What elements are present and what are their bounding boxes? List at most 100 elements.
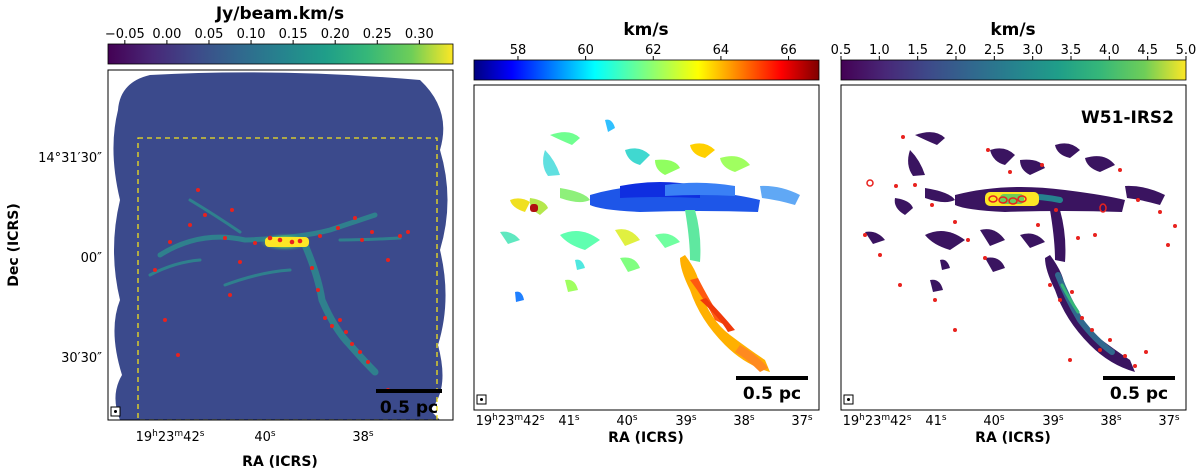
- blob: [620, 257, 640, 272]
- xtick-label: 37s: [1158, 413, 1180, 429]
- colorbar-tick-label: 0.05: [194, 27, 223, 42]
- blob: [550, 132, 580, 145]
- xtick-label: 40s: [254, 429, 276, 445]
- colorbar-middle: [473, 59, 820, 81]
- xtick-label: 19h23m42s: [843, 413, 912, 429]
- xtick-label: 41s: [925, 413, 947, 429]
- blob: [655, 233, 680, 248]
- panel-middle: km/s 58 60 62 64 66: [473, 20, 820, 446]
- colorbar-tick-label: 0.5: [831, 43, 852, 58]
- colorbar-tick-label: 1.5: [907, 43, 928, 58]
- scalebar-right: [1103, 376, 1175, 380]
- xtick-label: 41s: [558, 413, 580, 429]
- colorbar-tick-label: 2.0: [946, 43, 967, 58]
- colorbar-tick-label: 2.5: [984, 43, 1005, 58]
- colorbar-ticklabels-left: −0.05 0.00 0.05 0.10 0.15 0.20 0.25 0.30: [105, 27, 434, 44]
- blob: [565, 279, 578, 292]
- xtick-labels-middle: 19h23m42s 41s 40s 39s 38s 37s: [476, 413, 813, 429]
- blob: [543, 150, 560, 176]
- panel-left: Jy/beam.km/s −0.05 0.00 0.05 0.10 0.15 0.20 0.…: [6, 4, 454, 470]
- colorbar-tick-label: 60: [577, 43, 594, 58]
- xtick-label: 19h23m42s: [476, 413, 545, 429]
- cores-right-rings: [866, 179, 1107, 213]
- colorbar-label-right: km/s: [990, 20, 1035, 40]
- map-right: W51-IRS2 0.5 pc: [841, 85, 1186, 410]
- ytick-label: 14°31′30″: [38, 151, 102, 166]
- xtick-label: 38s: [733, 413, 755, 429]
- colorbar-tick-label: 4.5: [1137, 43, 1158, 58]
- blob: [655, 159, 680, 175]
- colorbar-tick-label: 58: [510, 43, 527, 58]
- axes-frame-middle: [473, 84, 820, 411]
- colorbar-tick-label: 0.25: [363, 27, 392, 42]
- ytick-labels-left: 14°31′30″ 00″ 30′30″: [38, 151, 102, 366]
- xtick-label: 39s: [1042, 413, 1064, 429]
- blob: [665, 182, 735, 196]
- ytick-label: 00″: [81, 251, 103, 266]
- blob: [615, 229, 640, 246]
- blob: [685, 210, 701, 262]
- colorbar-tick-label: −0.05: [105, 27, 145, 42]
- colorbar-tick-label: 64: [713, 43, 730, 58]
- xtick-label: 38s: [1100, 413, 1122, 429]
- ylabel-left: Dec (ICRS): [6, 203, 22, 286]
- ytick-label: 30′30″: [61, 351, 102, 366]
- blob: [735, 345, 768, 372]
- blob: [760, 185, 800, 205]
- xlabel-middle: RA (ICRS): [608, 430, 684, 446]
- colorbar-tick-label: 5.0: [1176, 43, 1197, 58]
- colorbar-left: [107, 43, 454, 65]
- colorbar-tick-label: 66: [780, 43, 797, 58]
- map-middle: 0.5 pc: [474, 85, 819, 410]
- blob: [560, 188, 590, 203]
- xtick-label: 37s: [791, 413, 813, 429]
- axes-frame-left: [107, 69, 454, 421]
- axes-frame-right: [840, 84, 1187, 411]
- xlabel-left: RA (ICRS): [242, 454, 318, 470]
- blob: [625, 148, 650, 165]
- blob: [605, 119, 615, 132]
- xlabel-right: RA (ICRS): [975, 430, 1051, 446]
- blob: [690, 143, 715, 158]
- colorbar-tick-label: 0.00: [152, 27, 181, 42]
- scalebar-middle: [736, 376, 808, 380]
- colorbar-tick-label: 3.0: [1022, 43, 1043, 58]
- blob: [575, 259, 585, 270]
- panel-right: km/s 0.5 1.0 1.5 2.0 2.5 3.0 3.5 4.0 4.5 5.0: [831, 20, 1197, 446]
- xtick-label: 40s: [616, 413, 638, 429]
- colorbar-label-middle: km/s: [623, 20, 668, 40]
- scalebar-label-right: 0.5 pc: [1110, 384, 1168, 404]
- colorbar-tick-label: 4.0: [1099, 43, 1120, 58]
- map-left: 0.5 pc: [108, 70, 453, 420]
- hub-core-left: [265, 237, 309, 247]
- blob: [515, 291, 524, 302]
- blob: [530, 204, 538, 212]
- blob: [510, 198, 530, 212]
- scalebar-label-middle: 0.5 pc: [743, 384, 801, 404]
- colorbar-label-left: Jy/beam.km/s: [215, 4, 344, 24]
- colorbar-tick-label: 3.5: [1061, 43, 1082, 58]
- cores-right: [863, 135, 1177, 368]
- xtick-label: 19h23m42s: [136, 429, 205, 445]
- blob: [700, 298, 735, 332]
- scalebar-left: [376, 389, 442, 393]
- colorbar-tick-label: 1.0: [869, 43, 890, 58]
- xtick-labels-left: 19h23m42s 40s 38s: [136, 429, 374, 445]
- scalebar-label-left: 0.5 pc: [380, 398, 438, 418]
- blob: [500, 231, 520, 244]
- xtick-labels-right: 19h23m42s 41s 40s 39s 38s 37s: [843, 413, 1180, 429]
- colorbar-tick-label: 62: [645, 43, 662, 58]
- source-label: W51-IRS2: [1081, 108, 1174, 128]
- xtick-label: 40s: [983, 413, 1005, 429]
- colorbar-ticklabels-right: 0.5 1.0 1.5 2.0 2.5 3.0 3.5 4.0 4.5 5.0: [831, 43, 1197, 60]
- blob: [560, 231, 600, 250]
- zoom-box: [137, 137, 438, 420]
- xtick-label: 38s: [352, 429, 374, 445]
- blob: [720, 156, 750, 172]
- colorbar-tick-label: 0.20: [321, 27, 350, 42]
- colorbar-tick-label: 0.10: [237, 27, 266, 42]
- colorbar-tick-label: 0.15: [279, 27, 308, 42]
- colorbar-right: [840, 59, 1187, 81]
- colorbar-tick-label: 0.30: [405, 27, 434, 42]
